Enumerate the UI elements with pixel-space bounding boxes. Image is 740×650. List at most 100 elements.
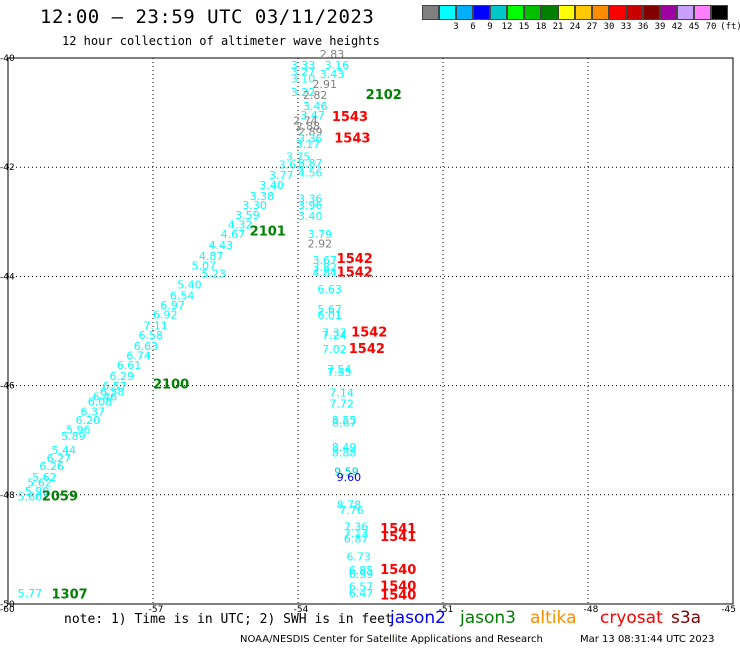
legend-swatch xyxy=(643,5,660,20)
satellite-label-s3a: s3a xyxy=(671,608,702,628)
wave-height-label: 6.92 xyxy=(153,308,178,321)
wave-height-label: 5.77 xyxy=(18,587,42,600)
wave-height-label: 7.02 xyxy=(322,343,347,356)
wave-height-label: 3.40 xyxy=(298,210,323,223)
pass-time-label: 1540 xyxy=(380,589,416,604)
map-title: 12:00 — 23:59 UTC 03/11/2023 xyxy=(40,6,375,28)
wave-height-label: 2.91 xyxy=(313,78,338,91)
legend-swatch xyxy=(439,5,456,20)
legend-swatch xyxy=(490,5,507,20)
wave-height-label: 5.07 xyxy=(192,259,217,272)
wave-height-label: 7.72 xyxy=(329,397,354,410)
wave-height-label: 2.74 xyxy=(293,115,318,128)
pass-time-label: 1541 xyxy=(380,530,416,545)
wave-height-label: 7.11 xyxy=(143,319,168,332)
wave-height-label: 3.59 xyxy=(235,209,260,222)
wave-height-label: 8.78 xyxy=(337,498,362,511)
legend-swatch xyxy=(422,5,439,20)
wave-height-label: 3.79 xyxy=(308,228,333,241)
pass-time-label: 1542 xyxy=(351,325,387,340)
pass-time-label: 1543 xyxy=(332,110,368,125)
legend-swatch xyxy=(609,5,626,20)
wave-height-label: 7.14 xyxy=(329,387,354,400)
wave-height-label: 5.90 xyxy=(25,485,49,498)
legend-label: 21 xyxy=(552,22,564,32)
wave-height-label: 8.49 xyxy=(332,441,357,454)
satellite-label-jason2: jason2 xyxy=(390,608,446,628)
wave-height-label: 3.33 xyxy=(291,59,316,72)
lon-tick-label: -54 xyxy=(294,605,309,615)
legend-swatch xyxy=(711,5,728,20)
legend-label: 27 xyxy=(586,22,598,32)
wave-height-label: 6.26 xyxy=(39,460,64,473)
wave-height-label: 5.40 xyxy=(177,278,202,291)
wave-height-label: 2.92 xyxy=(308,237,333,250)
legend-label: 39 xyxy=(654,22,666,32)
wave-height-label: 3.96 xyxy=(298,199,323,212)
wave-height-label: 3.46 xyxy=(303,100,328,113)
wave-height-label: 6.29 xyxy=(110,370,135,383)
pass-time-label: 1542 xyxy=(349,342,385,357)
wave-height-label: 4.43 xyxy=(209,239,234,252)
legend-swatch xyxy=(677,5,694,20)
wave-height-label: 6.01 xyxy=(317,309,342,322)
wave-height-label: 7.13 xyxy=(344,527,369,540)
legend-swatch xyxy=(660,5,677,20)
legend-label: 18 xyxy=(535,22,547,32)
wave-height-label: 3.40 xyxy=(259,179,284,192)
legend-label: 42 xyxy=(671,22,683,32)
pass-time-label: 2101 xyxy=(250,224,286,239)
wave-height-label: 6.27 xyxy=(47,452,72,465)
map-frame xyxy=(7,57,734,605)
wave-height-label: 3.87 xyxy=(298,157,323,170)
wave-height-label: 6.73 xyxy=(346,550,371,563)
wave-height-label: 3.38 xyxy=(250,190,275,203)
wave-height-label: 3.30 xyxy=(242,199,267,212)
legend-label: 70 xyxy=(705,22,717,32)
wave-height-label: 2.82 xyxy=(303,89,328,102)
wave-height-label: 5.62 xyxy=(32,471,57,484)
wave-height-label: 3.82 xyxy=(313,261,338,274)
wave-height-label: 7.55 xyxy=(327,366,352,379)
lon-tick-label: -48 xyxy=(584,605,599,615)
wave-height-label: 3.16 xyxy=(325,59,350,72)
wave-height-label: 9.59 xyxy=(334,466,359,479)
lat-tick-label: -48 xyxy=(0,491,15,501)
wave-height-label: 3.36 xyxy=(298,193,323,206)
wave-height-label: 3.27 xyxy=(291,65,316,78)
wave-height-label: 5.89 xyxy=(61,430,86,443)
legend-label: 36 xyxy=(637,22,649,32)
lon-tick-label: -51 xyxy=(439,605,454,615)
lat-tick-label: -46 xyxy=(0,382,15,392)
wave-height-label: 6.54 xyxy=(170,289,195,302)
wave-height-label: 6.61 xyxy=(117,359,142,372)
satellite-label-cryosat: cryosat xyxy=(600,608,663,628)
legend-unit: (ft) xyxy=(720,22,740,32)
legend-swatch xyxy=(575,5,592,20)
wave-height-label: 6.57 xyxy=(102,380,127,393)
wave-height-label: 6.47 xyxy=(349,587,374,600)
wave-height-label: 2.83 xyxy=(320,48,345,61)
corner-lon-label: -60 xyxy=(0,605,15,615)
wave-height-label: 6.08 xyxy=(88,395,113,408)
pass-time-label: 1307 xyxy=(52,588,88,603)
wave-height-label: 5.23 xyxy=(201,267,226,280)
lat-tick-label: -42 xyxy=(0,163,15,173)
legend-label: 9 xyxy=(487,22,493,32)
wave-height-label: 9.60 xyxy=(337,471,362,484)
wave-height-label: 4.67 xyxy=(221,228,246,241)
wave-height-label: 6.97 xyxy=(160,299,185,312)
pass-time-label: 1540 xyxy=(380,563,416,578)
legend-label: 3 xyxy=(453,22,459,32)
wave-height-label: 5.60 xyxy=(18,490,42,503)
wave-height-label: 6.85 xyxy=(349,564,374,577)
pass-time-label: 2102 xyxy=(366,88,402,103)
legend-swatch xyxy=(558,5,575,20)
footer-date: Mar 13 08:31:44 UTC 2023 xyxy=(580,634,715,645)
legend-swatch xyxy=(473,5,490,20)
wave-height-label: 3.61 xyxy=(279,158,304,171)
wave-height-label: 3.67 xyxy=(313,254,338,267)
pass-time-label: 2059 xyxy=(42,489,78,504)
wave-height-label: 3.47 xyxy=(300,109,325,122)
legend-label: 30 xyxy=(603,22,615,32)
